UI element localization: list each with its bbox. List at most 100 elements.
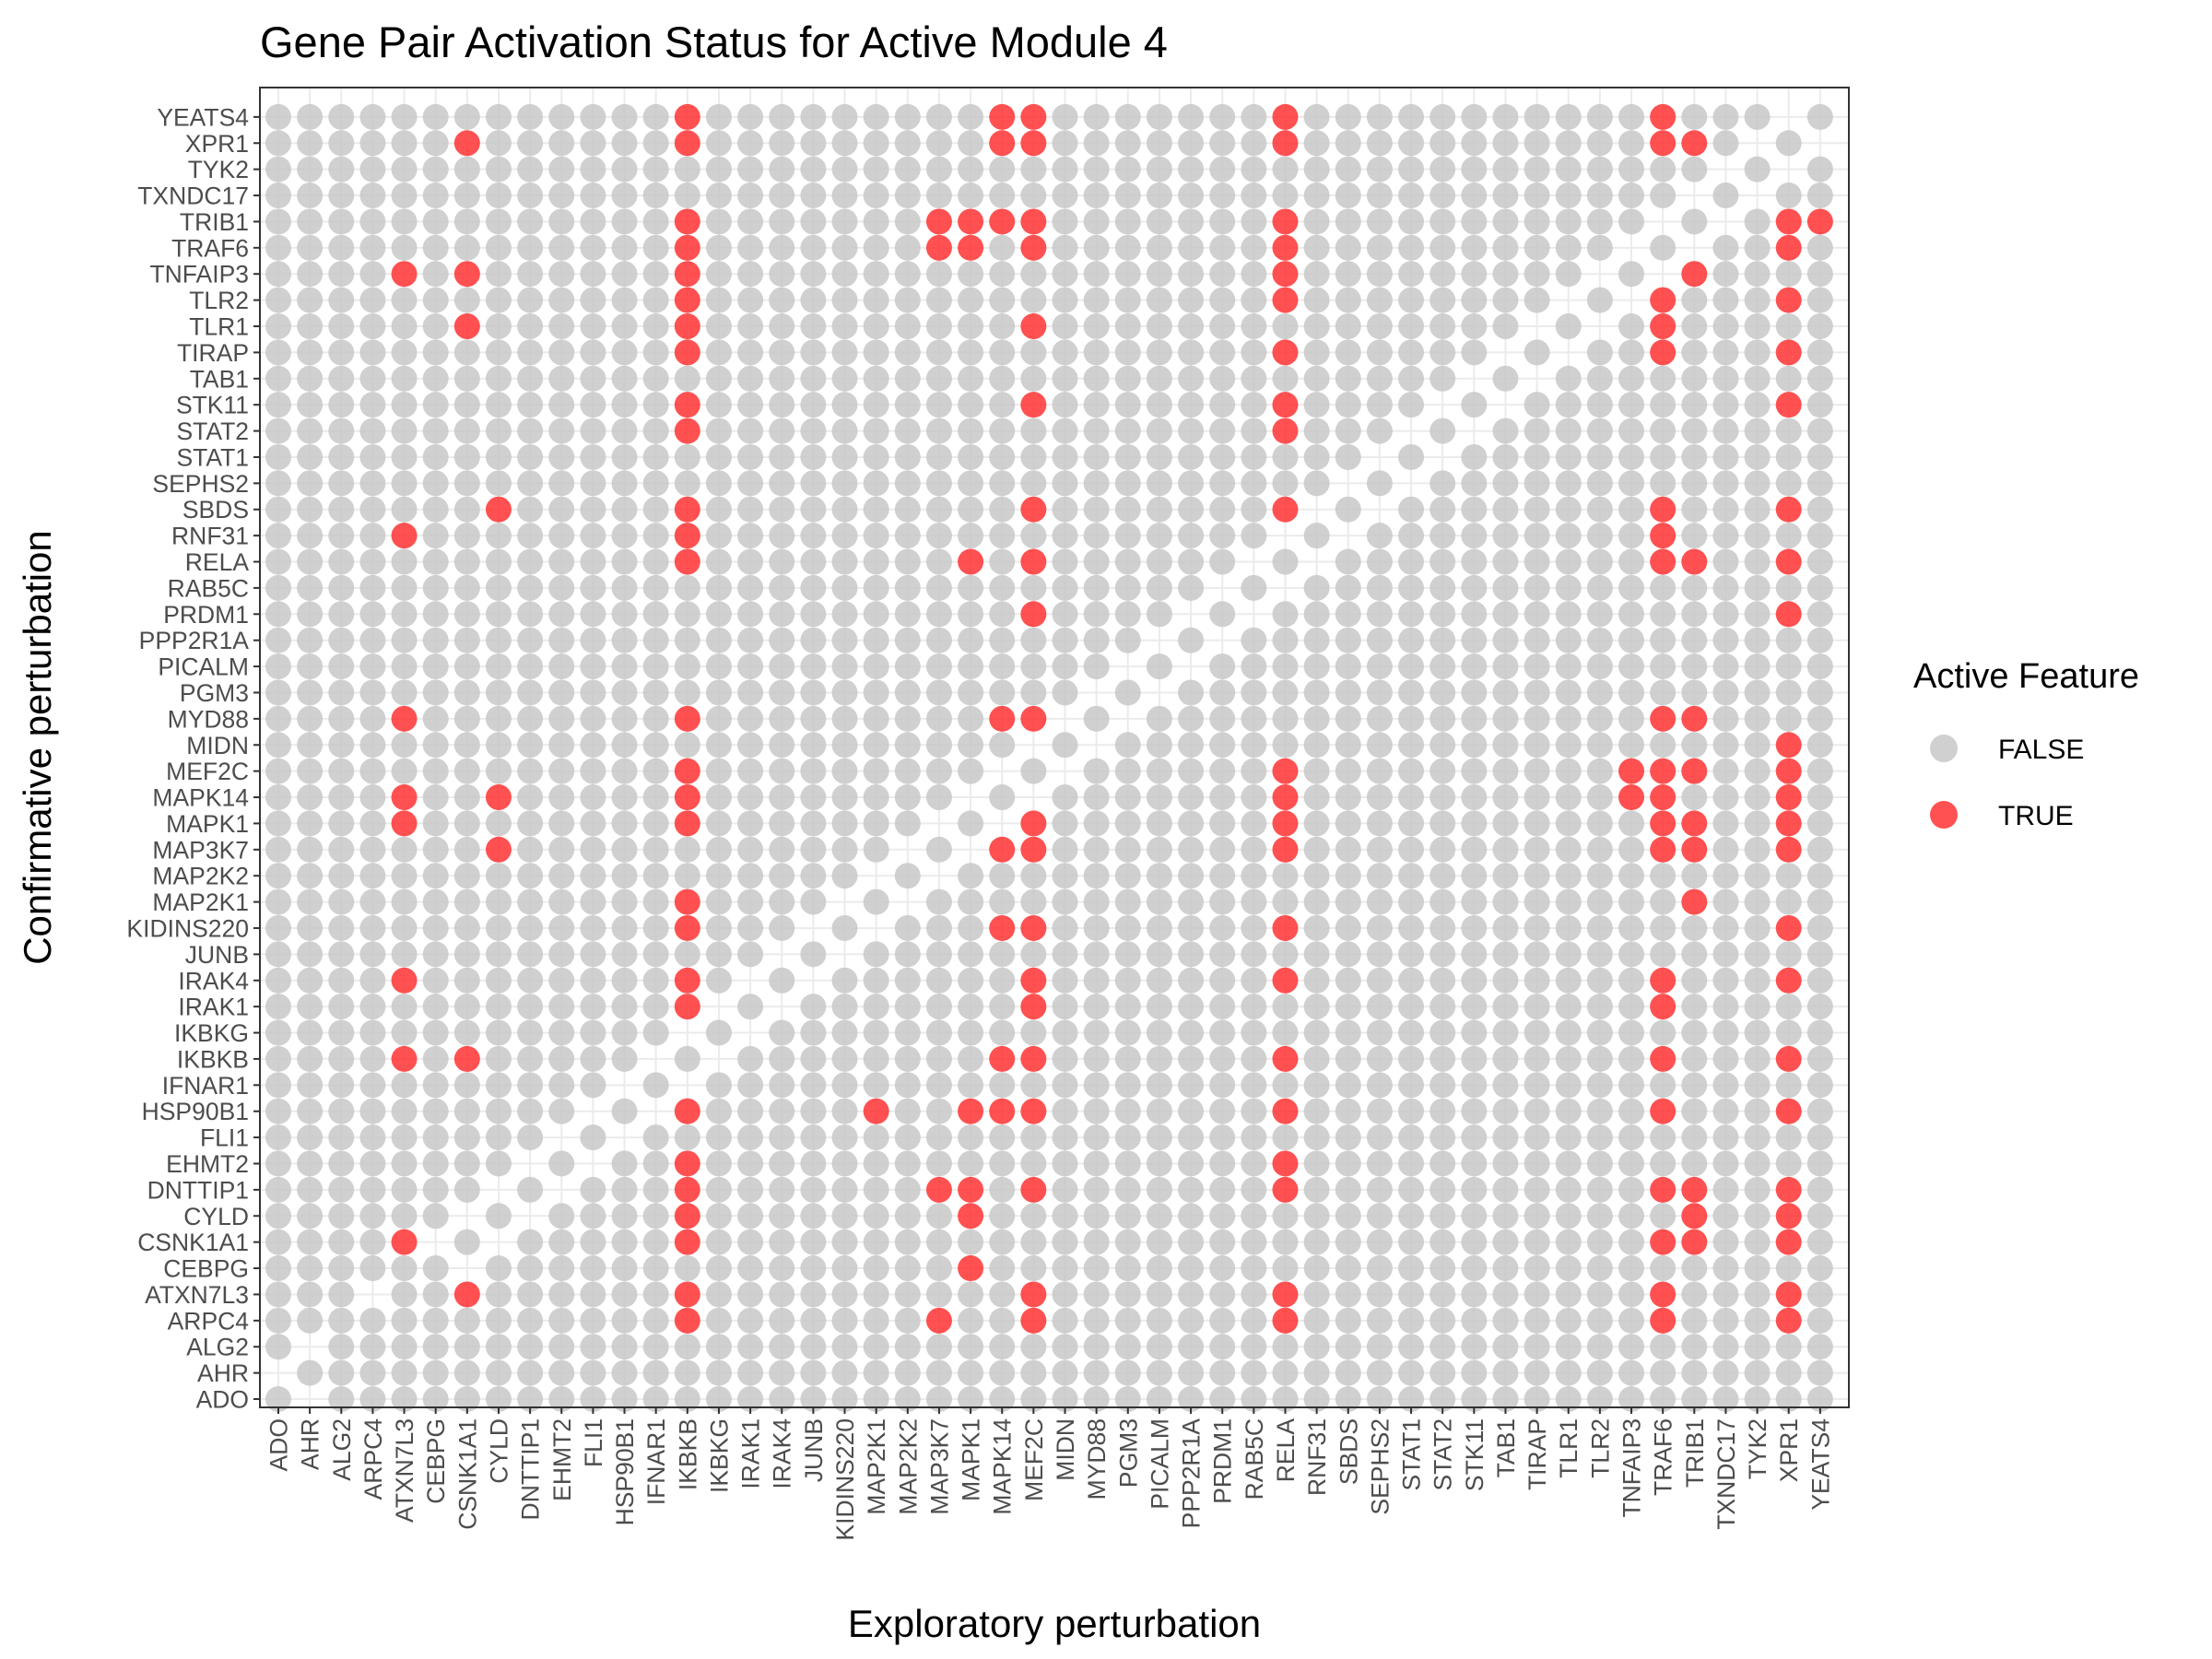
data-point-false	[1114, 679, 1141, 706]
data-point-false	[328, 1019, 355, 1046]
data-point-false	[580, 234, 606, 261]
data-point-true	[1775, 1045, 1802, 1072]
data-point-false	[737, 1307, 764, 1334]
data-point-false	[863, 234, 889, 261]
data-point-false	[1052, 967, 1078, 994]
data-point-false	[1178, 234, 1205, 261]
data-point-false	[1492, 1072, 1519, 1099]
data-point-false	[800, 1229, 827, 1255]
data-point-false	[328, 234, 355, 261]
data-point-false	[1555, 705, 1582, 732]
data-point-false	[1461, 287, 1488, 313]
data-point-false	[1555, 182, 1582, 209]
data-point-false	[1650, 941, 1677, 968]
data-point-false	[1303, 914, 1330, 941]
data-point-true	[1272, 836, 1299, 863]
data-point-false	[800, 810, 827, 837]
data-point-true	[391, 784, 418, 811]
data-point-false	[1303, 863, 1330, 889]
data-point-false	[1146, 994, 1172, 1020]
data-point-false	[705, 130, 732, 157]
data-point-false	[580, 1229, 606, 1255]
data-point-true	[1272, 967, 1299, 994]
data-point-false	[1806, 1229, 1833, 1255]
data-point-false	[1555, 156, 1582, 182]
data-point-false	[1052, 496, 1078, 523]
y-tick-label: KIDINS220	[126, 914, 249, 942]
data-point-false	[1241, 1045, 1267, 1072]
data-point-false	[422, 784, 449, 811]
data-point-false	[925, 994, 952, 1020]
data-point-true	[1272, 208, 1299, 235]
data-point-false	[831, 156, 858, 182]
data-point-false	[1430, 1045, 1456, 1072]
data-point-false	[831, 863, 858, 889]
data-point-false	[1744, 443, 1771, 470]
data-point-false	[1555, 418, 1582, 444]
data-point-false	[297, 1045, 324, 1072]
data-point-false	[1430, 784, 1456, 811]
data-point-false	[1303, 810, 1330, 837]
data-point-false	[1492, 1124, 1519, 1151]
data-point-false	[391, 914, 418, 941]
data-point-false	[1398, 1098, 1425, 1124]
data-point-false	[517, 1386, 544, 1412]
data-point-false	[548, 130, 575, 157]
data-point-false	[958, 103, 984, 130]
data-point-false	[674, 601, 700, 628]
data-point-false	[1178, 339, 1205, 366]
data-point-false	[1398, 523, 1425, 549]
data-point-false	[894, 1229, 921, 1255]
data-point-false	[737, 758, 764, 784]
data-point-false	[1146, 836, 1172, 863]
data-point-false	[517, 758, 544, 784]
data-point-true	[1775, 914, 1802, 941]
data-point-false	[800, 653, 827, 680]
data-point-false	[642, 732, 669, 759]
data-point-false	[642, 1072, 669, 1099]
data-point-false	[1555, 1045, 1582, 1072]
data-point-false	[831, 1150, 858, 1177]
data-point-false	[1366, 784, 1393, 811]
data-point-false	[1744, 1386, 1771, 1412]
data-point-false	[548, 601, 575, 628]
data-point-false	[1398, 1255, 1425, 1282]
data-point-false	[1241, 523, 1267, 549]
data-point-false	[1650, 443, 1677, 470]
data-point-false	[1241, 1150, 1267, 1177]
data-point-false	[453, 601, 480, 628]
data-point-false	[1398, 941, 1425, 968]
data-point-false	[1083, 1098, 1110, 1124]
data-point-false	[800, 941, 827, 968]
x-tick-label: TYK2	[1744, 1418, 1771, 1479]
data-point-false	[485, 810, 512, 837]
data-point-false	[831, 392, 858, 418]
data-point-false	[831, 234, 858, 261]
data-point-false	[1335, 994, 1361, 1020]
data-point-false	[265, 1019, 291, 1046]
data-point-false	[863, 1045, 889, 1072]
data-point-false	[925, 732, 952, 759]
data-point-false	[1806, 1359, 1833, 1386]
data-point-false	[1555, 130, 1582, 157]
data-point-false	[1744, 967, 1771, 994]
data-point-false	[1650, 470, 1677, 497]
data-point-false	[517, 1098, 544, 1124]
data-point-false	[1461, 705, 1488, 732]
data-point-false	[1430, 601, 1456, 628]
data-point-false	[1114, 418, 1141, 444]
data-point-false	[1083, 1072, 1110, 1099]
data-point-true	[1272, 418, 1299, 444]
data-point-false	[1806, 182, 1833, 209]
data-point-false	[1366, 627, 1393, 653]
data-point-false	[831, 1334, 858, 1360]
data-point-false	[1461, 1386, 1488, 1412]
data-point-false	[548, 392, 575, 418]
data-point-false	[328, 941, 355, 968]
data-point-false	[1461, 732, 1488, 759]
data-point-false	[1712, 836, 1739, 863]
data-point-false	[1681, 1098, 1708, 1124]
data-point-false	[1146, 1203, 1172, 1230]
data-point-false	[800, 1150, 827, 1177]
x-tick-label: CSNK1A1	[453, 1418, 481, 1530]
